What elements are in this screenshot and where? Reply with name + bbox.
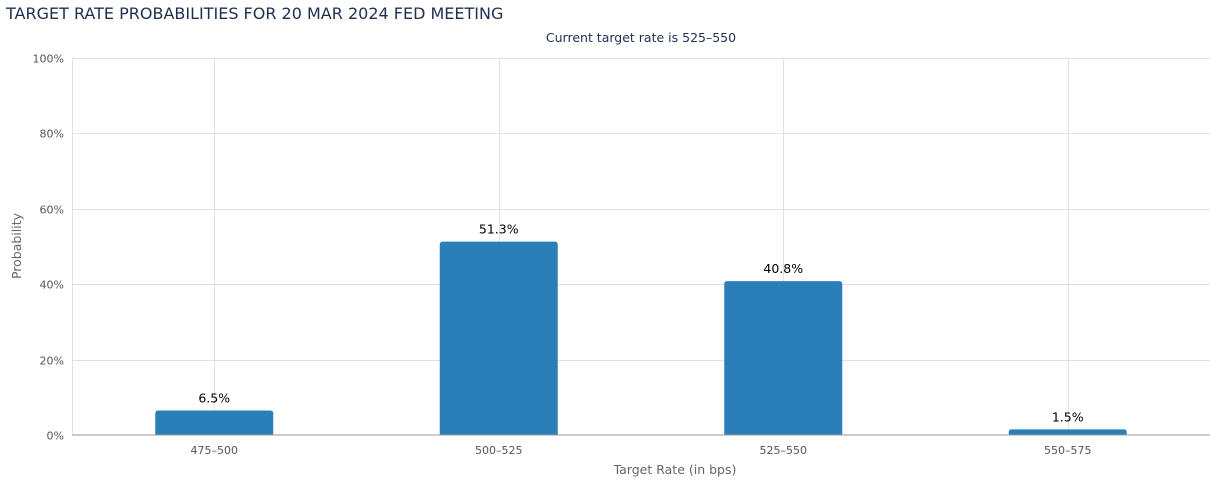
bar[interactable]: [439, 241, 558, 435]
y-tick-label: 20%: [40, 355, 64, 368]
y-tick-label: 40%: [40, 279, 64, 292]
y-tick-label: 80%: [40, 128, 64, 141]
y-axis-ticks: 0% 20% 40% 60% 80% 100%: [33, 53, 64, 443]
chart-title: TARGET RATE PROBABILITIES FOR 20 MAR 202…: [5, 4, 503, 23]
x-tick-label: 550–575: [1044, 444, 1092, 457]
data-labels: 6.5% 51.3% 40.8% 1.5%: [198, 222, 1083, 425]
y-axis-title: Probability: [9, 212, 24, 279]
x-tick-label: 500–525: [475, 444, 523, 457]
bar[interactable]: [1008, 429, 1127, 435]
bar-value-label: 51.3%: [479, 222, 519, 237]
x-axis-ticks: 475–500 500–525 525–550 550–575: [191, 444, 1092, 457]
bar-value-label: 6.5%: [198, 390, 230, 405]
bar[interactable]: [724, 281, 843, 435]
y-tick-label: 100%: [33, 53, 64, 66]
x-tick-label: 525–550: [760, 444, 808, 457]
chart-subtitle: Current target rate is 525–550: [546, 30, 736, 45]
bar-value-label: 1.5%: [1052, 409, 1084, 424]
bar[interactable]: [155, 410, 274, 435]
bar-value-label: 40.8%: [763, 261, 803, 276]
y-tick-label: 60%: [40, 204, 64, 217]
bars: [155, 241, 1127, 435]
x-axis-title: Target Rate (in bps): [613, 462, 737, 477]
x-tick-label: 475–500: [191, 444, 239, 457]
grid-lines: [72, 58, 1210, 435]
y-tick-label: 0%: [47, 430, 64, 443]
